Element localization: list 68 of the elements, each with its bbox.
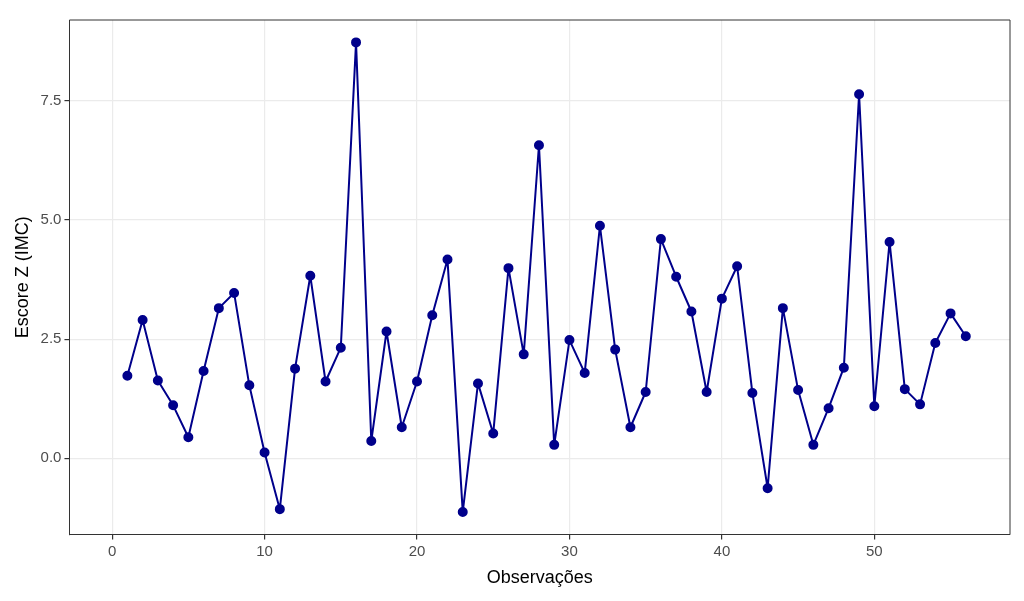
x-tick-label: 50 xyxy=(865,541,883,559)
point xyxy=(122,370,133,381)
y-tick-label: 5.0 xyxy=(40,210,62,228)
point xyxy=(854,89,865,100)
point xyxy=(320,376,331,387)
point xyxy=(823,403,834,414)
point xyxy=(152,375,163,386)
point xyxy=(274,504,285,515)
point xyxy=(427,310,438,321)
point xyxy=(244,380,255,391)
point xyxy=(960,331,971,342)
point xyxy=(564,335,575,346)
point xyxy=(549,439,560,450)
point xyxy=(716,293,727,304)
point xyxy=(472,378,483,389)
y-axis-title: Escore Z (IMC) xyxy=(11,216,32,339)
y-tick-label: 7.5 xyxy=(40,91,62,109)
point xyxy=(518,349,529,360)
point xyxy=(396,422,407,433)
point xyxy=(412,376,423,387)
point xyxy=(747,387,758,398)
point xyxy=(183,432,194,443)
point xyxy=(168,400,179,411)
point xyxy=(213,303,224,314)
x-tick-label: 20 xyxy=(408,541,426,559)
point xyxy=(381,326,392,337)
point xyxy=(686,306,697,317)
point xyxy=(335,342,346,353)
point xyxy=(488,428,499,439)
x-axis-title: Observações xyxy=(486,567,593,588)
x-tick-label: 0 xyxy=(107,541,117,559)
y-tick-label: 2.5 xyxy=(40,329,62,347)
point xyxy=(793,385,804,396)
point xyxy=(701,386,712,397)
point xyxy=(137,315,148,326)
point xyxy=(930,337,941,348)
point xyxy=(503,263,514,274)
point xyxy=(366,436,377,447)
point xyxy=(808,439,819,450)
point xyxy=(198,366,209,377)
point xyxy=(351,37,362,48)
point xyxy=(442,254,453,265)
point xyxy=(579,367,590,378)
point xyxy=(915,399,926,410)
point xyxy=(732,261,743,272)
x-tick-label: 30 xyxy=(561,541,578,559)
point xyxy=(290,363,301,374)
y-tick-label: 0.0 xyxy=(40,448,62,466)
point xyxy=(945,308,956,319)
point xyxy=(594,220,605,231)
point xyxy=(655,234,666,245)
point xyxy=(899,384,910,395)
x-tick-label: 40 xyxy=(713,541,731,559)
point xyxy=(229,287,240,298)
point xyxy=(533,140,544,151)
point xyxy=(884,236,895,247)
point xyxy=(671,271,682,282)
point xyxy=(259,447,270,458)
point xyxy=(610,344,621,355)
point xyxy=(762,483,773,494)
point xyxy=(625,422,636,433)
point xyxy=(838,362,849,373)
point xyxy=(640,386,651,397)
point xyxy=(777,303,788,314)
point xyxy=(457,507,468,518)
point xyxy=(869,401,880,412)
point xyxy=(305,270,316,281)
x-tick-label: 10 xyxy=(256,541,273,559)
